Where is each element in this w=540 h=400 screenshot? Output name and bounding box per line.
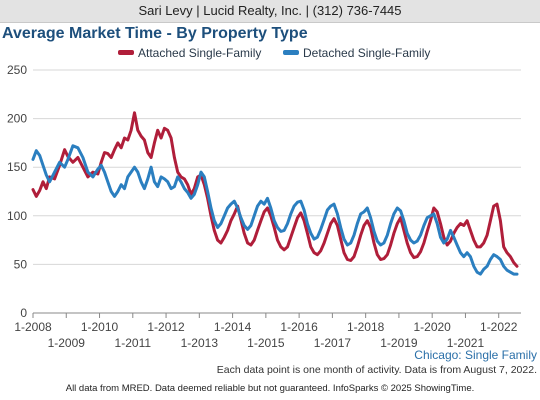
footer-text: All data from MRED. Data deemed reliable… — [65, 383, 475, 394]
x-tick-label: 1-2020 — [413, 320, 451, 334]
x-tick-label: 1-2010 — [81, 320, 119, 334]
x-tick-label: 1-2018 — [347, 320, 385, 334]
legend-swatch-attached — [118, 50, 134, 56]
series-lines — [31, 111, 519, 276]
x-tick-label: 1-2016 — [280, 320, 318, 334]
agent-text: Sari Levy | Lucid Realty, Inc. | (312) 7… — [138, 3, 402, 18]
chart-legend: Attached Single-Family Detached Single-F… — [0, 46, 540, 60]
grid-lines — [33, 69, 521, 314]
x-tick-label: 1-2015 — [247, 336, 285, 350]
y-tick-label: 150 — [7, 160, 27, 174]
series-line-detached — [31, 144, 519, 276]
x-tick-label: 1-2011 — [115, 336, 152, 350]
y-tick-label: 0 — [20, 306, 27, 320]
data-note: Each data point is one month of activity… — [216, 364, 537, 376]
legend-label-detached: Detached Single-Family — [303, 46, 431, 60]
axes: 0 50 100 150 200 250 1-2008 1-2010 1-2012 1-2014 1… — [7, 63, 518, 350]
region-label[interactable]: Chicago: Single Family — [414, 348, 537, 362]
x-tick-label: 1-2008 — [14, 320, 52, 334]
footer: All data from MRED. Data deemed reliable… — [0, 379, 540, 399]
x-tick-label: 1-2013 — [181, 336, 219, 350]
x-tick-label: 1-2009 — [48, 336, 86, 350]
y-tick-label: 200 — [7, 112, 27, 126]
legend-swatch-detached — [283, 50, 299, 56]
legend-item-attached[interactable]: Attached Single-Family — [118, 46, 261, 60]
x-tick-label: 1-2014 — [214, 320, 252, 334]
agent-header: Sari Levy | Lucid Realty, Inc. | (312) 7… — [0, 0, 540, 23]
legend-label-attached: Attached Single-Family — [138, 46, 262, 60]
x-tick-label: 1-2017 — [314, 336, 352, 350]
y-tick-label: 100 — [7, 209, 27, 223]
x-tick-label: 1-2022 — [480, 320, 518, 334]
chart-title: Average Market Time - By Property Type — [2, 25, 308, 42]
y-tick-label: 50 — [14, 257, 28, 271]
x-tick-label: 1-2012 — [147, 320, 185, 334]
legend-item-detached[interactable]: Detached Single-Family — [283, 46, 430, 60]
y-tick-label: 250 — [7, 63, 27, 77]
x-tick-label: 1-2019 — [380, 336, 418, 350]
x-tick-label: 1-2021 — [447, 336, 485, 350]
series-line-attached — [31, 111, 519, 268]
